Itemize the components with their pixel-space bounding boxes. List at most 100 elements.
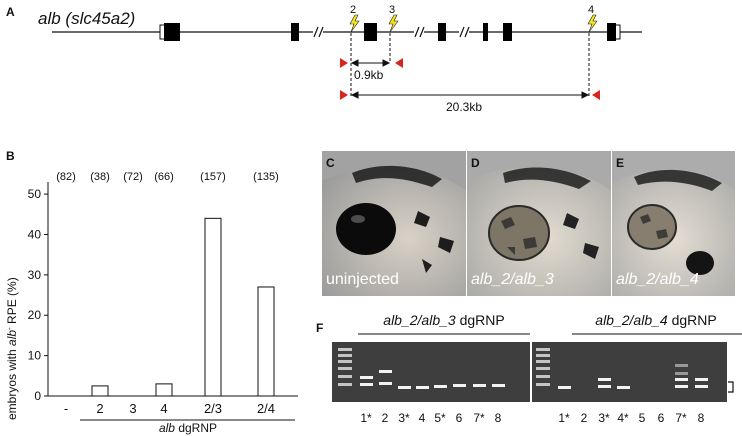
exon: [607, 23, 616, 41]
x-tick-label: 2: [96, 401, 103, 416]
gel-band: [379, 382, 392, 385]
gel-left-title: alb_2/alb_3 dgRNP: [383, 312, 504, 328]
panel-b-letter: B: [6, 149, 15, 163]
gel-band: [617, 386, 630, 389]
gel-band: [360, 376, 373, 379]
gel-band: [675, 378, 688, 381]
cut-site-label: 3: [389, 4, 395, 16]
y-tick-label: 0: [34, 389, 41, 403]
gel-band: [695, 378, 708, 381]
lane-label: 5: [639, 411, 646, 425]
exon: [164, 23, 180, 41]
y-tick-label: 10: [28, 349, 42, 363]
gel-band: [338, 375, 352, 378]
gel-band: [675, 364, 688, 367]
lane-label: 1*: [558, 411, 570, 425]
panel-d-letter: D: [471, 156, 480, 170]
primer-reverse-icon: [592, 90, 600, 100]
lane-label: 3*: [598, 411, 610, 425]
gel-band: [338, 348, 352, 351]
gel-band: [398, 386, 411, 389]
pigment-spots: [563, 213, 599, 259]
panel-f-letter: F: [316, 321, 323, 335]
exon: [503, 23, 512, 41]
caption-alb2-alb4: alb_2/alb_4: [616, 271, 699, 288]
gel-band: [434, 385, 447, 388]
lane-label: 7*: [473, 411, 485, 425]
x-tick-label: -: [64, 401, 68, 416]
caption-alb2-alb3: alb_2/alb_3: [471, 271, 554, 288]
distance-arrow-small: [350, 59, 391, 67]
panel-c-letter: C: [326, 156, 335, 170]
x-tick-label: 4: [160, 401, 167, 416]
exon: [291, 23, 299, 41]
gel-band: [536, 383, 550, 386]
sample-count: (38): [90, 171, 110, 183]
x-tick-label: 3: [129, 401, 136, 416]
gel-band: [338, 383, 352, 386]
eye-pigment-patches: [640, 214, 668, 239]
gel-band: [536, 360, 550, 363]
eye-pigment-patches: [501, 217, 537, 255]
gel-band: [536, 348, 550, 351]
gel-band: [695, 385, 708, 388]
gel-right-title: alb_2/alb_4 dgRNP: [595, 312, 716, 328]
panel-a-gene-map: A alb (slc45a2) 2 3 4: [6, 4, 642, 114]
cut-site-label: 4: [588, 4, 594, 16]
x-tick-label: 2/4: [257, 401, 275, 416]
gel-band: [338, 367, 352, 370]
photo-alb2-alb4: [612, 151, 735, 296]
lightning-icon: [587, 14, 598, 33]
primer-forward-icon: [340, 90, 348, 100]
gel-band: [360, 383, 373, 386]
eye-mosaic: [627, 204, 677, 250]
break-mark: [459, 26, 470, 38]
bar: [204, 217, 222, 397]
gel-band: [379, 370, 392, 373]
sample-count: (157): [200, 171, 226, 183]
panel-f-gels: F alb_2/alb_3 dgRNP alb_2/alb_4 dgRNP 1*…: [316, 312, 742, 425]
lane-label: 4: [419, 411, 426, 425]
bar: [91, 385, 109, 397]
y-tick-label: 20: [28, 308, 42, 322]
gel-band: [598, 378, 611, 381]
exon: [364, 23, 377, 41]
sample-count: (135): [253, 171, 279, 183]
lane-label: 2: [382, 411, 389, 425]
distance-large-label: 20.3kb: [446, 100, 482, 114]
gel-left: [332, 342, 530, 402]
y-tick-label: 50: [28, 187, 42, 201]
gel-band: [453, 384, 466, 387]
lane-label: 8: [495, 411, 502, 425]
bar: [257, 286, 275, 397]
melanophore-pattern: [503, 167, 591, 189]
distance-small-label: 0.9kb: [354, 68, 384, 82]
pigment-spots: [414, 211, 454, 273]
lightning-icon: [349, 14, 360, 33]
lane-label: 4*: [617, 411, 629, 425]
break-mark: [313, 26, 324, 38]
lane-label: 6: [658, 411, 665, 425]
gel-band: [416, 386, 429, 389]
panel-b-chart: B 0 10 20 30 40 50 - 2 3 4 2/3 2/4 (82) (38) (72) (66…: [5, 149, 298, 435]
sample-count: (72): [123, 171, 143, 183]
band-bracket: [728, 381, 734, 393]
melanophore-pattern: [352, 165, 442, 187]
eye-reflection: [351, 215, 365, 223]
exon: [438, 23, 446, 41]
x-tick-label: 2/3: [204, 401, 222, 416]
lane-label: 2: [581, 411, 588, 425]
panel-e-letter: E: [616, 156, 625, 170]
lightning-icon: [388, 14, 399, 33]
photo-alb2-alb3: [467, 151, 611, 296]
panel-a-letter: A: [6, 5, 15, 19]
break-mark: [414, 26, 425, 38]
primer-forward-icon: [340, 58, 348, 68]
gel-band: [536, 367, 550, 370]
primer-reverse-icon: [395, 58, 403, 68]
lane-label: 1*: [360, 411, 372, 425]
eye-mosaic: [488, 205, 550, 261]
lane-label: 7*: [675, 411, 687, 425]
gel-band: [338, 360, 352, 363]
photo-uninjected: [322, 151, 466, 296]
